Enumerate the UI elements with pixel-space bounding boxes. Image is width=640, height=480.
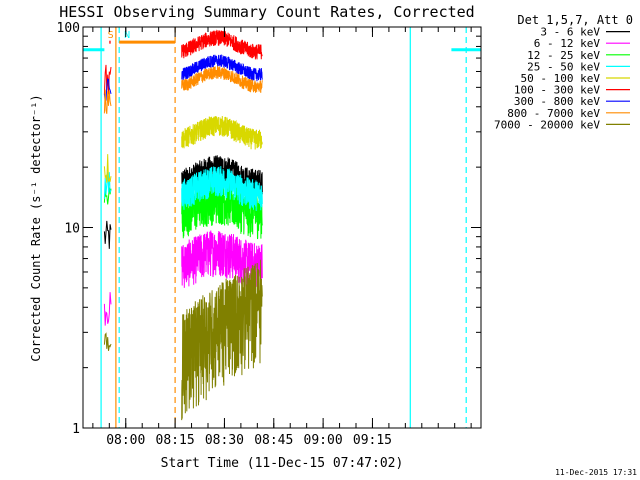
series-early-trace	[103, 171, 112, 199]
series-trace	[181, 54, 263, 82]
x-tick-label: 08:45	[254, 433, 293, 448]
x-tick-label: 08:00	[106, 433, 145, 448]
x-tick-label: 09:15	[353, 433, 392, 448]
plot-frame	[82, 26, 482, 429]
legend-label: 3 - 6 keV	[540, 26, 600, 39]
footer-date: 11-Dec-2015 17:31	[555, 468, 637, 477]
y-tick-label: 100	[57, 21, 80, 36]
y-tick-label: 10	[64, 222, 80, 237]
legend-label: 300 - 800 keV	[514, 95, 600, 108]
legend-label: 7000 - 20000 keV	[494, 118, 600, 131]
series-early-trace	[103, 89, 112, 114]
series-early-trace	[103, 292, 112, 326]
legend-label: 100 - 300 keV	[514, 84, 600, 97]
x-axis-label: Start Time (11-Dec-15 07:47:02)	[161, 456, 404, 471]
y-axis-label: Corrected Count Rate (s⁻¹ detector⁻¹)	[29, 94, 43, 361]
legend-label: 12 - 25 keV	[527, 49, 600, 62]
series-trace	[181, 230, 263, 291]
legend-label: 50 - 100 keV	[521, 72, 601, 85]
series-early-trace	[103, 332, 112, 351]
series-trace	[181, 166, 263, 212]
series-early-trace	[103, 154, 112, 183]
x-tick-label: 08:15	[156, 433, 195, 448]
series-trace	[181, 259, 263, 421]
legend-label: 25 - 50 keV	[527, 60, 600, 73]
series-early-trace	[103, 220, 112, 249]
x-tick-label: 08:30	[205, 433, 244, 448]
legend-label: 6 - 12 keV	[534, 37, 601, 50]
series-trace	[181, 29, 263, 60]
axes: 1 10 100 08:00 08:15 08:30 08:45 09:00 09:15	[57, 21, 482, 448]
chart-title: HESSI Observing Summary Count Rates, Cor…	[59, 3, 474, 21]
series-trace	[181, 115, 263, 150]
flag-label: N	[124, 30, 130, 41]
x-tick-label: 09:00	[304, 433, 343, 448]
legend-label: 800 - 7000 keV	[507, 107, 600, 120]
flag-label: S	[108, 30, 114, 41]
y-tick-label: 1	[72, 422, 80, 437]
legend-header: Det 1,5,7, Att 0	[517, 13, 633, 27]
series-early-trace	[103, 64, 112, 95]
series-trace	[181, 65, 263, 93]
